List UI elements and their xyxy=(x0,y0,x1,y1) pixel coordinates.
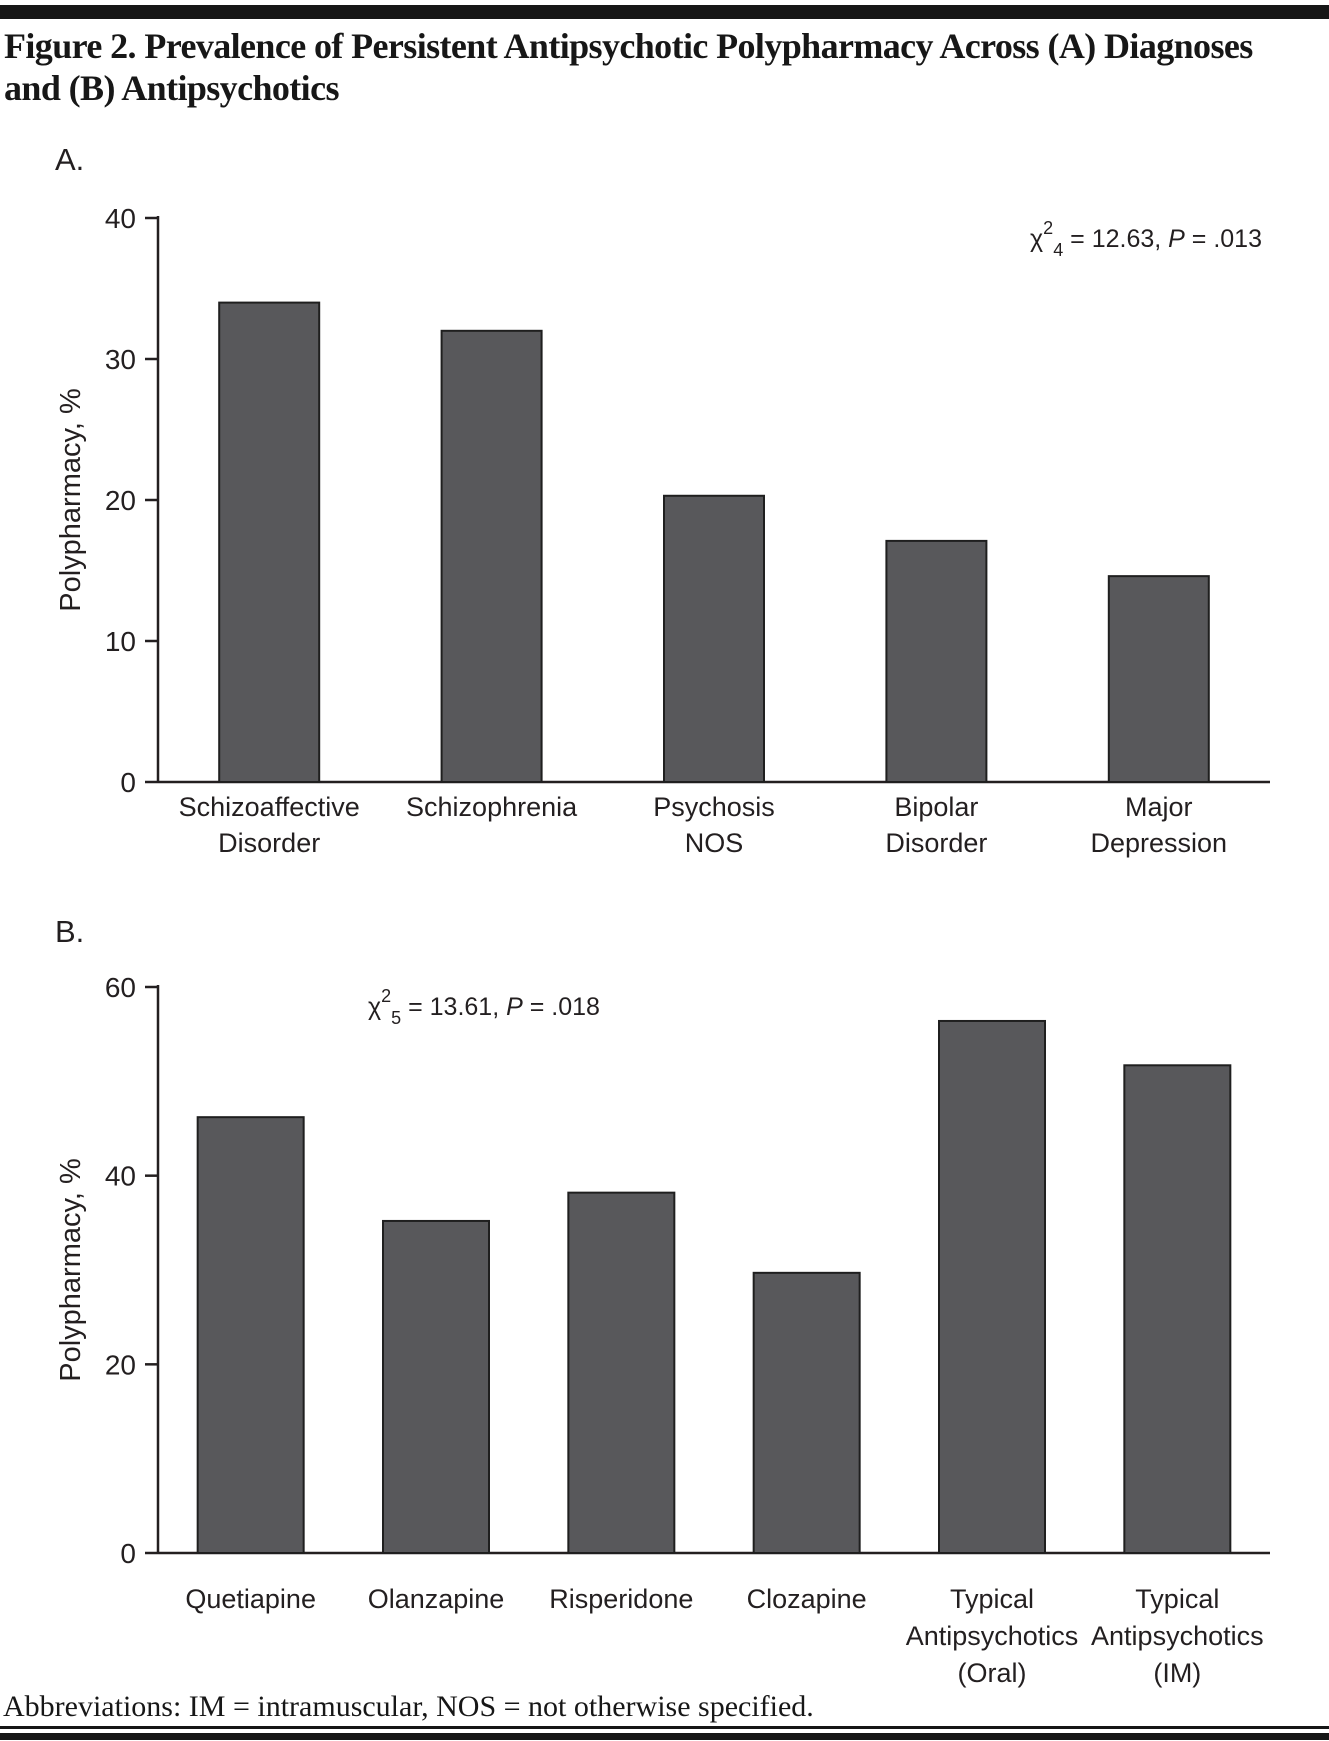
y-tick-label: 40 xyxy=(105,1161,136,1192)
abbreviations-footnote: Abbreviations: IM = intramuscular, NOS =… xyxy=(3,1690,814,1723)
y-tick-label: 30 xyxy=(105,344,136,375)
category-label: Major xyxy=(1125,792,1193,822)
panel-b-label: B. xyxy=(55,914,85,949)
bar-4 xyxy=(938,1019,1046,1554)
category-label: Quetiapine xyxy=(185,1584,316,1614)
figure-title-line2: and (B) Antipsychotics xyxy=(4,67,339,108)
y-axis-title: Polypharmacy, % xyxy=(55,1158,87,1382)
category-label: Antipsychotics xyxy=(1091,1621,1264,1651)
bar-3 xyxy=(752,1271,861,1554)
category-label: Olanzapine xyxy=(368,1584,505,1614)
category-label: Typical xyxy=(1135,1584,1219,1614)
bar-4 xyxy=(1107,575,1210,784)
category-label: Antipsychotics xyxy=(906,1621,1079,1651)
category-label: Typical xyxy=(950,1584,1034,1614)
y-tick-label: 20 xyxy=(105,1349,136,1380)
category-label: Depression xyxy=(1091,828,1228,858)
bar-2 xyxy=(663,494,765,783)
bar-0 xyxy=(196,1116,305,1554)
category-label: Risperidone xyxy=(549,1584,693,1614)
category-label: Disorder xyxy=(218,828,320,858)
category-label: NOS xyxy=(685,828,744,858)
stat-annotation: χ25 = 13.61, P = .018 xyxy=(368,986,600,1028)
bottom-rule-thin xyxy=(0,1726,1329,1729)
bottom-rule-thick xyxy=(0,1733,1329,1740)
stat-annotation: χ24 = 12.63, P = .013 xyxy=(1030,218,1262,260)
bar-1 xyxy=(382,1219,490,1554)
y-tick-label: 10 xyxy=(105,626,136,657)
panel-a-label: A. xyxy=(55,142,85,177)
y-tick-label: 20 xyxy=(105,485,136,516)
top-rule xyxy=(0,5,1329,19)
bar-1 xyxy=(440,329,543,784)
bar-0 xyxy=(218,301,321,783)
chart-b: 0 20 40 60 Quetiapine Olanzapine Risperidone Cl… xyxy=(55,972,1270,1688)
category-label: (IM) xyxy=(1153,1658,1201,1688)
bar-3 xyxy=(885,539,988,784)
category-label: (Oral) xyxy=(958,1658,1027,1688)
bar-5 xyxy=(1123,1064,1232,1554)
category-label: Schizophrenia xyxy=(406,792,578,822)
y-axis-title: Polypharmacy, % xyxy=(55,388,87,612)
category-label: Schizoaffective xyxy=(179,792,360,822)
category-label: Disorder xyxy=(885,828,987,858)
y-tick-label: 40 xyxy=(105,203,136,234)
figure-title-line1: Figure 2. Prevalence of Persistent Antip… xyxy=(4,26,1253,66)
y-tick-label: 60 xyxy=(105,972,136,1003)
y-tick-label: 0 xyxy=(120,767,136,798)
category-label: Bipolar xyxy=(894,792,978,822)
chart-a: 0 10 20 30 40 Schizoaffective Disorder Schizoph… xyxy=(55,203,1270,858)
category-label: Clozapine xyxy=(747,1584,867,1614)
category-label: Psychosis xyxy=(653,792,775,822)
figure-title: Figure 2. Prevalence of Persistent Antip… xyxy=(4,26,1329,110)
y-tick-label: 0 xyxy=(120,1538,136,1569)
bar-2 xyxy=(567,1191,676,1554)
